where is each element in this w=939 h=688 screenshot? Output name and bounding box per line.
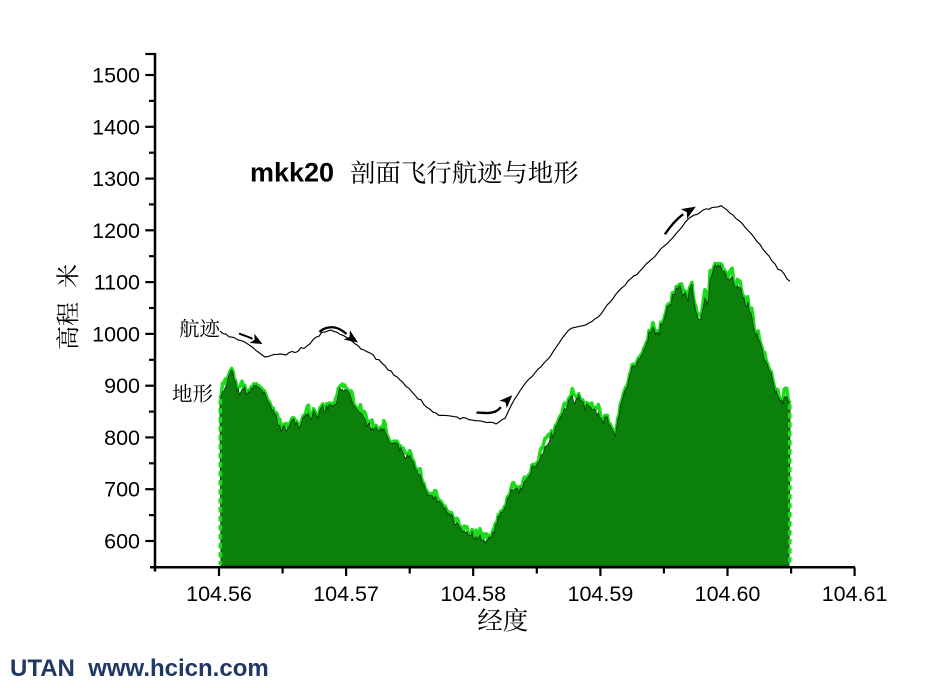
svg-text:1000: 1000: [92, 322, 140, 346]
svg-text:104.58: 104.58: [440, 582, 506, 606]
svg-text:600: 600: [104, 530, 140, 554]
svg-text:mkk20: mkk20: [250, 158, 334, 188]
svg-text:104.61: 104.61: [822, 582, 888, 606]
svg-text:UTAN www.hcicn.com: UTAN www.hcicn.com: [10, 655, 269, 682]
svg-text:1500: 1500: [92, 64, 140, 88]
svg-text:104.59: 104.59: [568, 582, 634, 606]
svg-text:1100: 1100: [94, 271, 140, 295]
svg-text:700: 700: [104, 478, 140, 502]
svg-text:104.57: 104.57: [313, 582, 379, 606]
svg-text:1200: 1200: [92, 219, 140, 243]
svg-text:104.60: 104.60: [695, 582, 761, 606]
svg-text:104.56: 104.56: [186, 582, 252, 606]
svg-text:900: 900: [104, 374, 140, 398]
svg-text:1400: 1400: [92, 115, 140, 139]
svg-text:1300: 1300: [92, 167, 140, 191]
svg-text:800: 800: [104, 426, 140, 450]
